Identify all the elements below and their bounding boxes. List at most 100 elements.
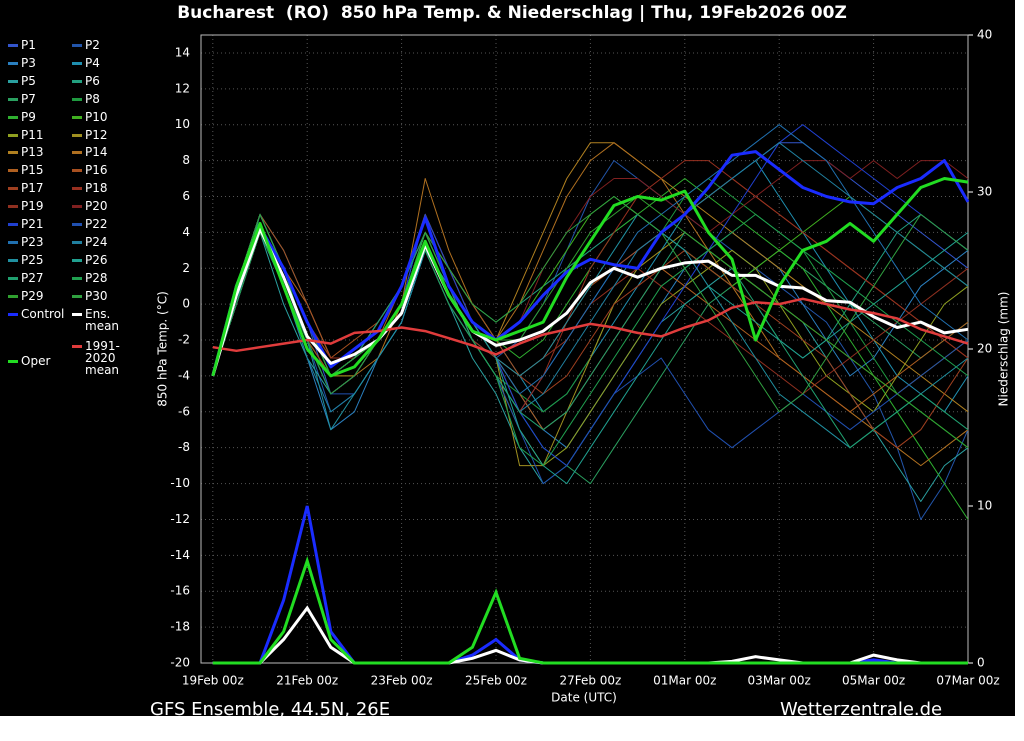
y-tick-label: -4 [178,368,190,382]
legend-label: P23 [21,234,44,249]
legend-swatch [8,61,18,65]
temp-line [212,142,969,413]
y-tick-label: -2 [178,333,190,347]
legend-label: P1 [21,38,36,52]
y-tick-label: -20 [170,656,190,670]
legend-entry: P3 [8,57,72,69]
y2-tick-label: 0 [977,656,985,670]
legend-label: P25 [21,252,44,267]
legend-entry: Control [8,308,72,320]
legend-swatch [8,79,18,83]
legend-label: P2 [85,38,100,52]
legend-entry: P21 [8,218,72,230]
y-tick-label: -14 [170,548,190,562]
legend-swatch [8,276,18,280]
legend-swatch [8,133,18,137]
legend-entry: Oper [8,355,72,367]
legend-swatch [8,258,18,262]
legend-swatch [8,169,18,173]
x-tick-label: 25Feb 00z [465,674,527,688]
y-tick-label: 14 [175,45,190,59]
legend-label: P20 [85,199,108,214]
legend-swatch [72,97,82,101]
y-tick-label: 6 [182,189,190,203]
legend-label: Oper [21,354,51,368]
footer-right: Wetterzentrale.de [780,699,942,720]
legend-swatch [8,360,18,363]
temp-line [212,160,969,413]
legend-entry: P17 [8,182,72,194]
y-tick-label: 4 [182,225,190,239]
legend-entry: P11 [8,129,72,141]
legend-entry: P23 [8,236,72,248]
legend-entry: P20 [72,200,136,212]
legend-swatch [72,345,82,348]
legend-entry: P8 [72,93,136,105]
legend-label: 1991-2020 mean [85,339,120,377]
x-tick-label: 03Mar 00z [748,674,811,688]
legend-entry: P4 [72,57,136,69]
legend-label: P7 [21,91,36,106]
legend-swatch [72,258,82,262]
precip-line [212,556,968,665]
legend-swatch [8,205,18,209]
y-tick-label: 8 [182,153,190,167]
legend-label: P6 [85,73,100,88]
legend-label: P21 [21,217,44,231]
legend-entry: P9 [8,111,72,123]
legend-swatch [72,205,82,209]
x-tick-label: 23Feb 00z [371,674,433,688]
legend-label: P28 [85,270,108,285]
x-tick-label: 01Mar 00z [653,674,716,688]
legend-swatch [72,115,82,119]
x-tick-label: 05Mar 00z [842,674,905,688]
legend-swatch [72,133,82,137]
legend-label: P24 [85,234,108,249]
legend-label: P8 [85,91,100,106]
temp-line [212,142,969,413]
legend-label: P29 [21,288,44,303]
y-tick-label: -6 [178,404,190,418]
legend-entry: P12 [72,129,136,141]
footer-left: GFS Ensemble, 44.5N, 26E [150,699,390,720]
legend-label: P16 [85,163,108,178]
legend-entry: P14 [72,146,136,158]
legend-swatch [72,223,82,226]
legend-entry: P26 [72,254,136,266]
x-axis-title: Date (UTC) [551,691,617,705]
legend-swatch [72,61,82,65]
legend-swatch [8,97,18,101]
legend-label: P5 [21,73,36,88]
legend-entry: P15 [8,164,72,176]
legend-entry: P28 [72,272,136,284]
temp-line [212,196,969,413]
legend-label: P22 [85,217,108,231]
x-tick-label: 07Mar 00z [936,674,999,688]
y-tick-label: -16 [170,584,190,598]
legend-entry: P25 [8,254,72,266]
legend-label: P3 [21,55,36,70]
y2-axis-title: Niederschlag (mm) [997,292,1011,407]
legend-swatch [72,79,82,83]
legend-swatch [8,115,18,119]
y-tick-label: 2 [182,261,190,275]
x-tick-label: 21Feb 00z [276,674,338,688]
legend-swatch [72,294,82,298]
legend-entry: Ens. mean [72,308,136,332]
legend-label: P10 [85,109,108,124]
legend-entry: P29 [8,290,72,302]
legend-entry: P18 [72,182,136,194]
temp-line [212,231,969,485]
legend-entry: P27 [8,272,72,284]
temp-line [212,213,969,449]
legend-label: P9 [21,109,36,124]
x-tick-label: 19Feb 00z [182,674,244,688]
legend-label: P19 [21,199,44,214]
y-tick-label: 10 [175,117,190,131]
legend-swatch [8,294,18,298]
legend-swatch [72,44,82,47]
legend-swatch [8,44,18,47]
legend-entry: P2 [72,39,136,51]
legend-entry: P24 [72,236,136,248]
